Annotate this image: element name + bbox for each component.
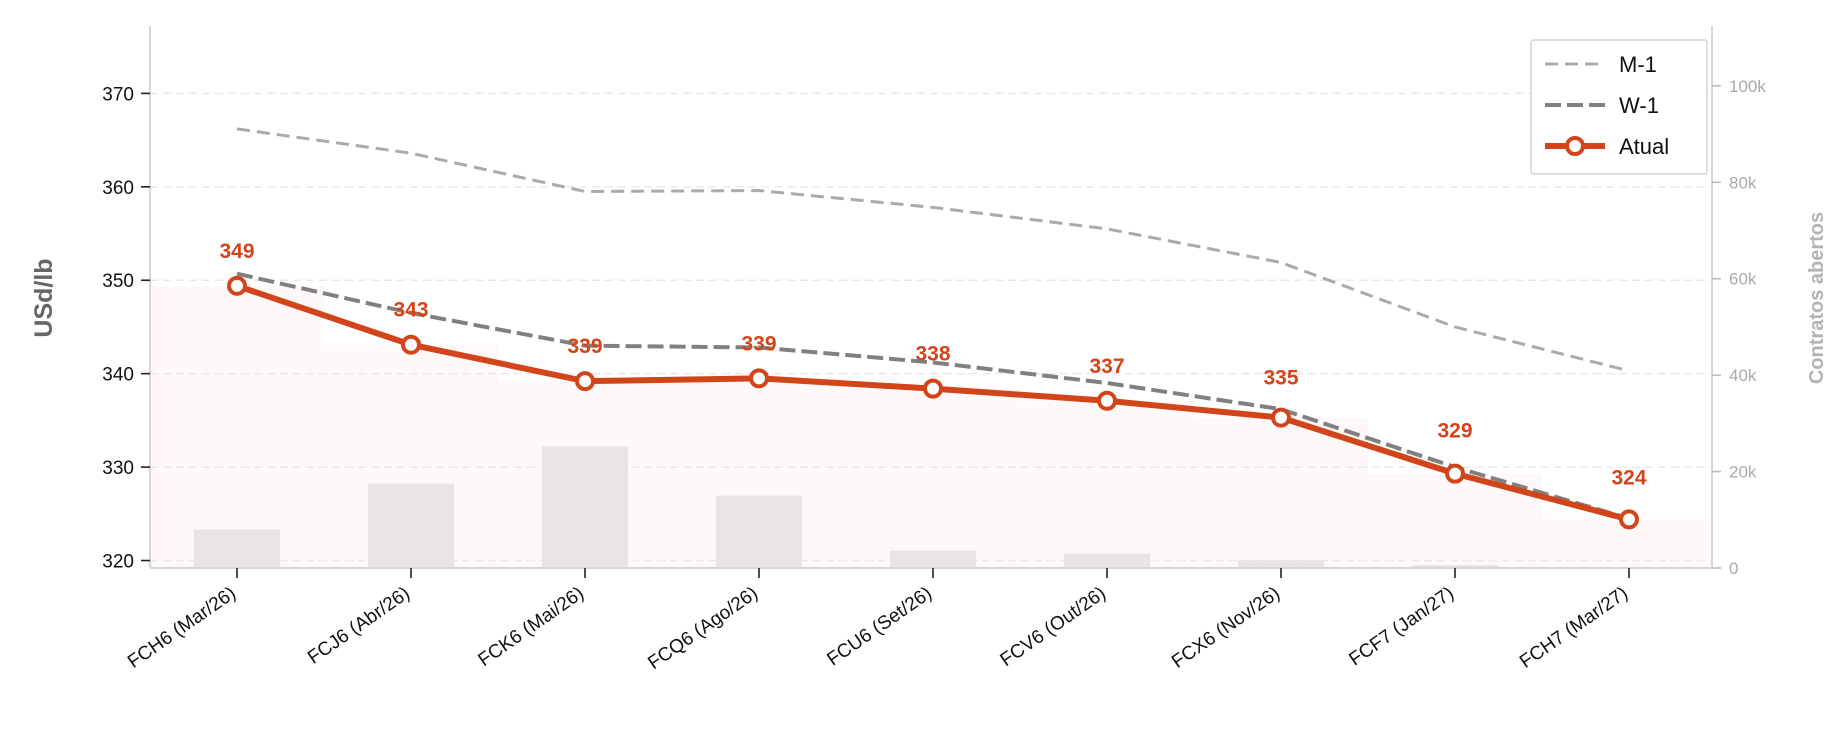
open-interest-bar — [1064, 553, 1150, 568]
y2-tick-label: 20k — [1729, 463, 1757, 482]
y-tick-label: 330 — [102, 458, 134, 479]
series-line-m-1 — [236, 127, 1630, 373]
x-tick-label: FCK6 (Mai/26) — [475, 583, 588, 671]
x-tick-label: FCU6 (Set/26) — [823, 583, 935, 670]
y-tick-label: 320 — [102, 552, 134, 573]
data-point — [401, 334, 421, 355]
y-tick-label: 350 — [102, 271, 134, 292]
y2-tick-label: 80k — [1729, 173, 1757, 192]
y-axis-title: USd/lb — [30, 258, 58, 337]
open-interest-bar — [1412, 565, 1498, 568]
x-tick-label: FCF7 (Jan/27) — [1345, 583, 1457, 670]
open-interest-bar — [716, 495, 802, 568]
grid-layer — [150, 92, 1712, 562]
x-tick-label: FCX6 (Nov/26) — [1168, 583, 1284, 673]
legend: M-1 W-1 Atual — [1530, 39, 1708, 175]
data-point — [1445, 463, 1465, 484]
legend-label-m-1: M-1 — [1619, 52, 1657, 77]
data-label: 339 — [741, 332, 776, 355]
data-point — [227, 275, 247, 296]
data-point — [1097, 390, 1117, 411]
y2-tick-label: 0 — [1729, 559, 1738, 578]
data-label: 324 — [1611, 466, 1646, 489]
legend-label-atual: Atual — [1619, 134, 1669, 159]
x-tick-label: FCH6 (Mar/26) — [124, 583, 240, 673]
data-point — [1619, 509, 1639, 530]
data-point — [749, 368, 769, 389]
data-label: 337 — [1089, 355, 1124, 378]
y-tick-label: 360 — [102, 178, 134, 199]
data-point — [1271, 407, 1291, 428]
y2-tick-label: 40k — [1729, 366, 1757, 385]
data-point — [923, 378, 943, 399]
open-interest-bar — [890, 550, 976, 568]
y2-tick-label: 60k — [1729, 270, 1757, 289]
x-tick-label: FCJ6 (Abr/26) — [304, 583, 414, 669]
open-interest-bar — [542, 446, 628, 568]
open-interest-bar — [368, 483, 454, 568]
y-tick-label: 370 — [102, 84, 134, 105]
data-point — [575, 371, 595, 392]
open-interest-bar — [194, 529, 280, 568]
series-line-w-1 — [236, 271, 1630, 521]
data-label: 338 — [915, 343, 950, 366]
x-tick-label: FCH7 (Mar/27) — [1516, 583, 1632, 673]
data-label: 339 — [567, 335, 602, 358]
data-label: 329 — [1437, 420, 1472, 443]
legend-marker-atual — [1565, 136, 1585, 156]
y2-axis-title: Contratos abertos — [1806, 212, 1828, 384]
data-label: 335 — [1263, 367, 1298, 390]
x-tick-label: FCV6 (Out/26) — [997, 583, 1110, 671]
open-interest-bars — [194, 446, 1498, 568]
y-tick-label: 340 — [102, 365, 134, 386]
x-tick-label: FCQ6 (Ago/26) — [644, 583, 762, 674]
data-label: 349 — [219, 240, 254, 263]
data-labels: 349 343 339 339 338 337 335 329 324 — [219, 240, 1646, 490]
legend-label-w-1: W-1 — [1619, 93, 1659, 118]
open-interest-bar — [1238, 560, 1324, 568]
y2-tick-label: 100k — [1729, 77, 1766, 96]
data-label: 343 — [393, 299, 428, 322]
series-layer — [227, 127, 1639, 530]
